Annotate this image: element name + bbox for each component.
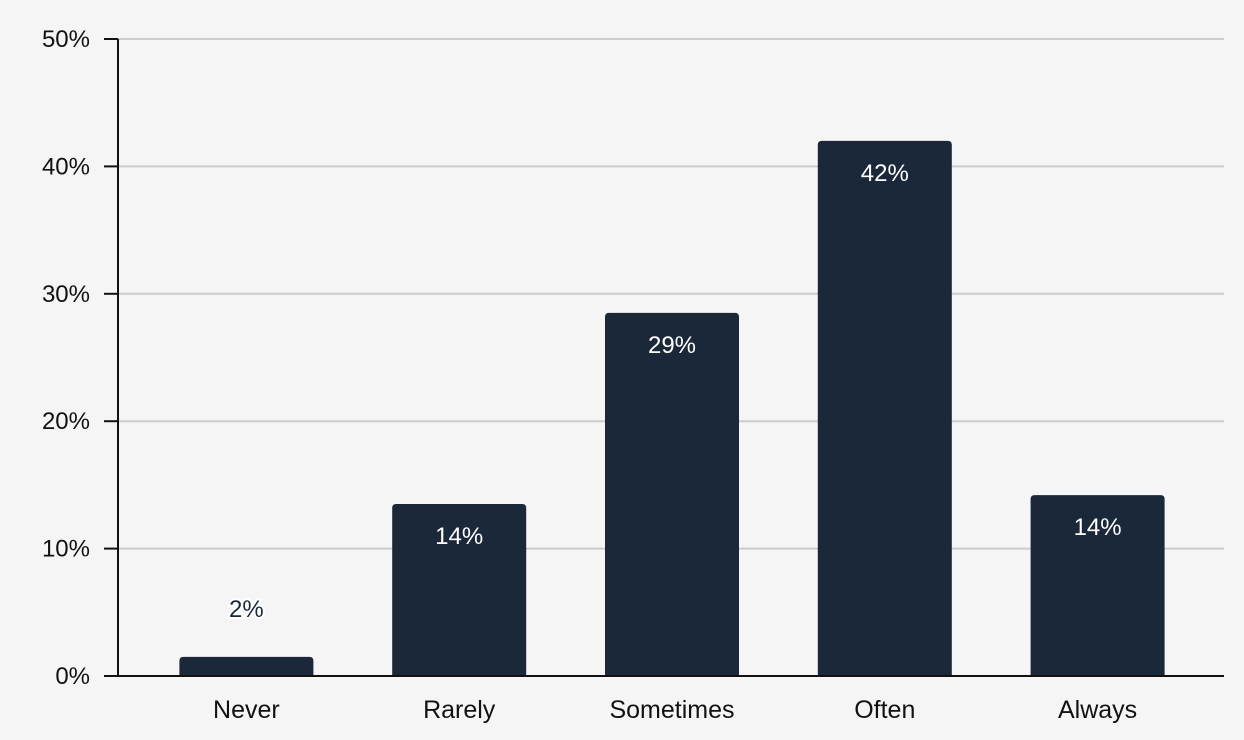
y-tick-label: 20% [42, 408, 90, 435]
x-category-label: Never [213, 696, 280, 724]
x-category-label: Always [1058, 696, 1137, 724]
y-tick-label: 50% [42, 26, 90, 53]
bars [179, 140, 1165, 677]
x-category-label: Often [854, 696, 915, 724]
bar-sometimes [605, 312, 739, 676]
y-tick-label: 10% [42, 536, 90, 563]
data-label-often: 42% [861, 160, 909, 187]
bar-always [1030, 495, 1165, 676]
y-tick-label: 30% [42, 281, 90, 308]
bar-never [179, 656, 314, 676]
labels: 0% 10% 20% 30% 40% 50% 2% Never 14% Rarely 29% Some… [42, 26, 1137, 724]
bar-rarely [392, 504, 527, 676]
y-tick-label: 40% [42, 153, 90, 180]
x-category-label: Rarely [423, 696, 496, 724]
x-category-label: Sometimes [609, 696, 734, 724]
axes [104, 38, 1224, 677]
data-label-rarely: 14% [435, 523, 483, 550]
data-label-sometimes: 29% [648, 332, 696, 359]
data-label-always: 14% [1074, 514, 1122, 541]
bar-often [817, 140, 952, 677]
data-label-never: 2% [229, 596, 264, 623]
y-tick-label: 0% [55, 663, 90, 690]
